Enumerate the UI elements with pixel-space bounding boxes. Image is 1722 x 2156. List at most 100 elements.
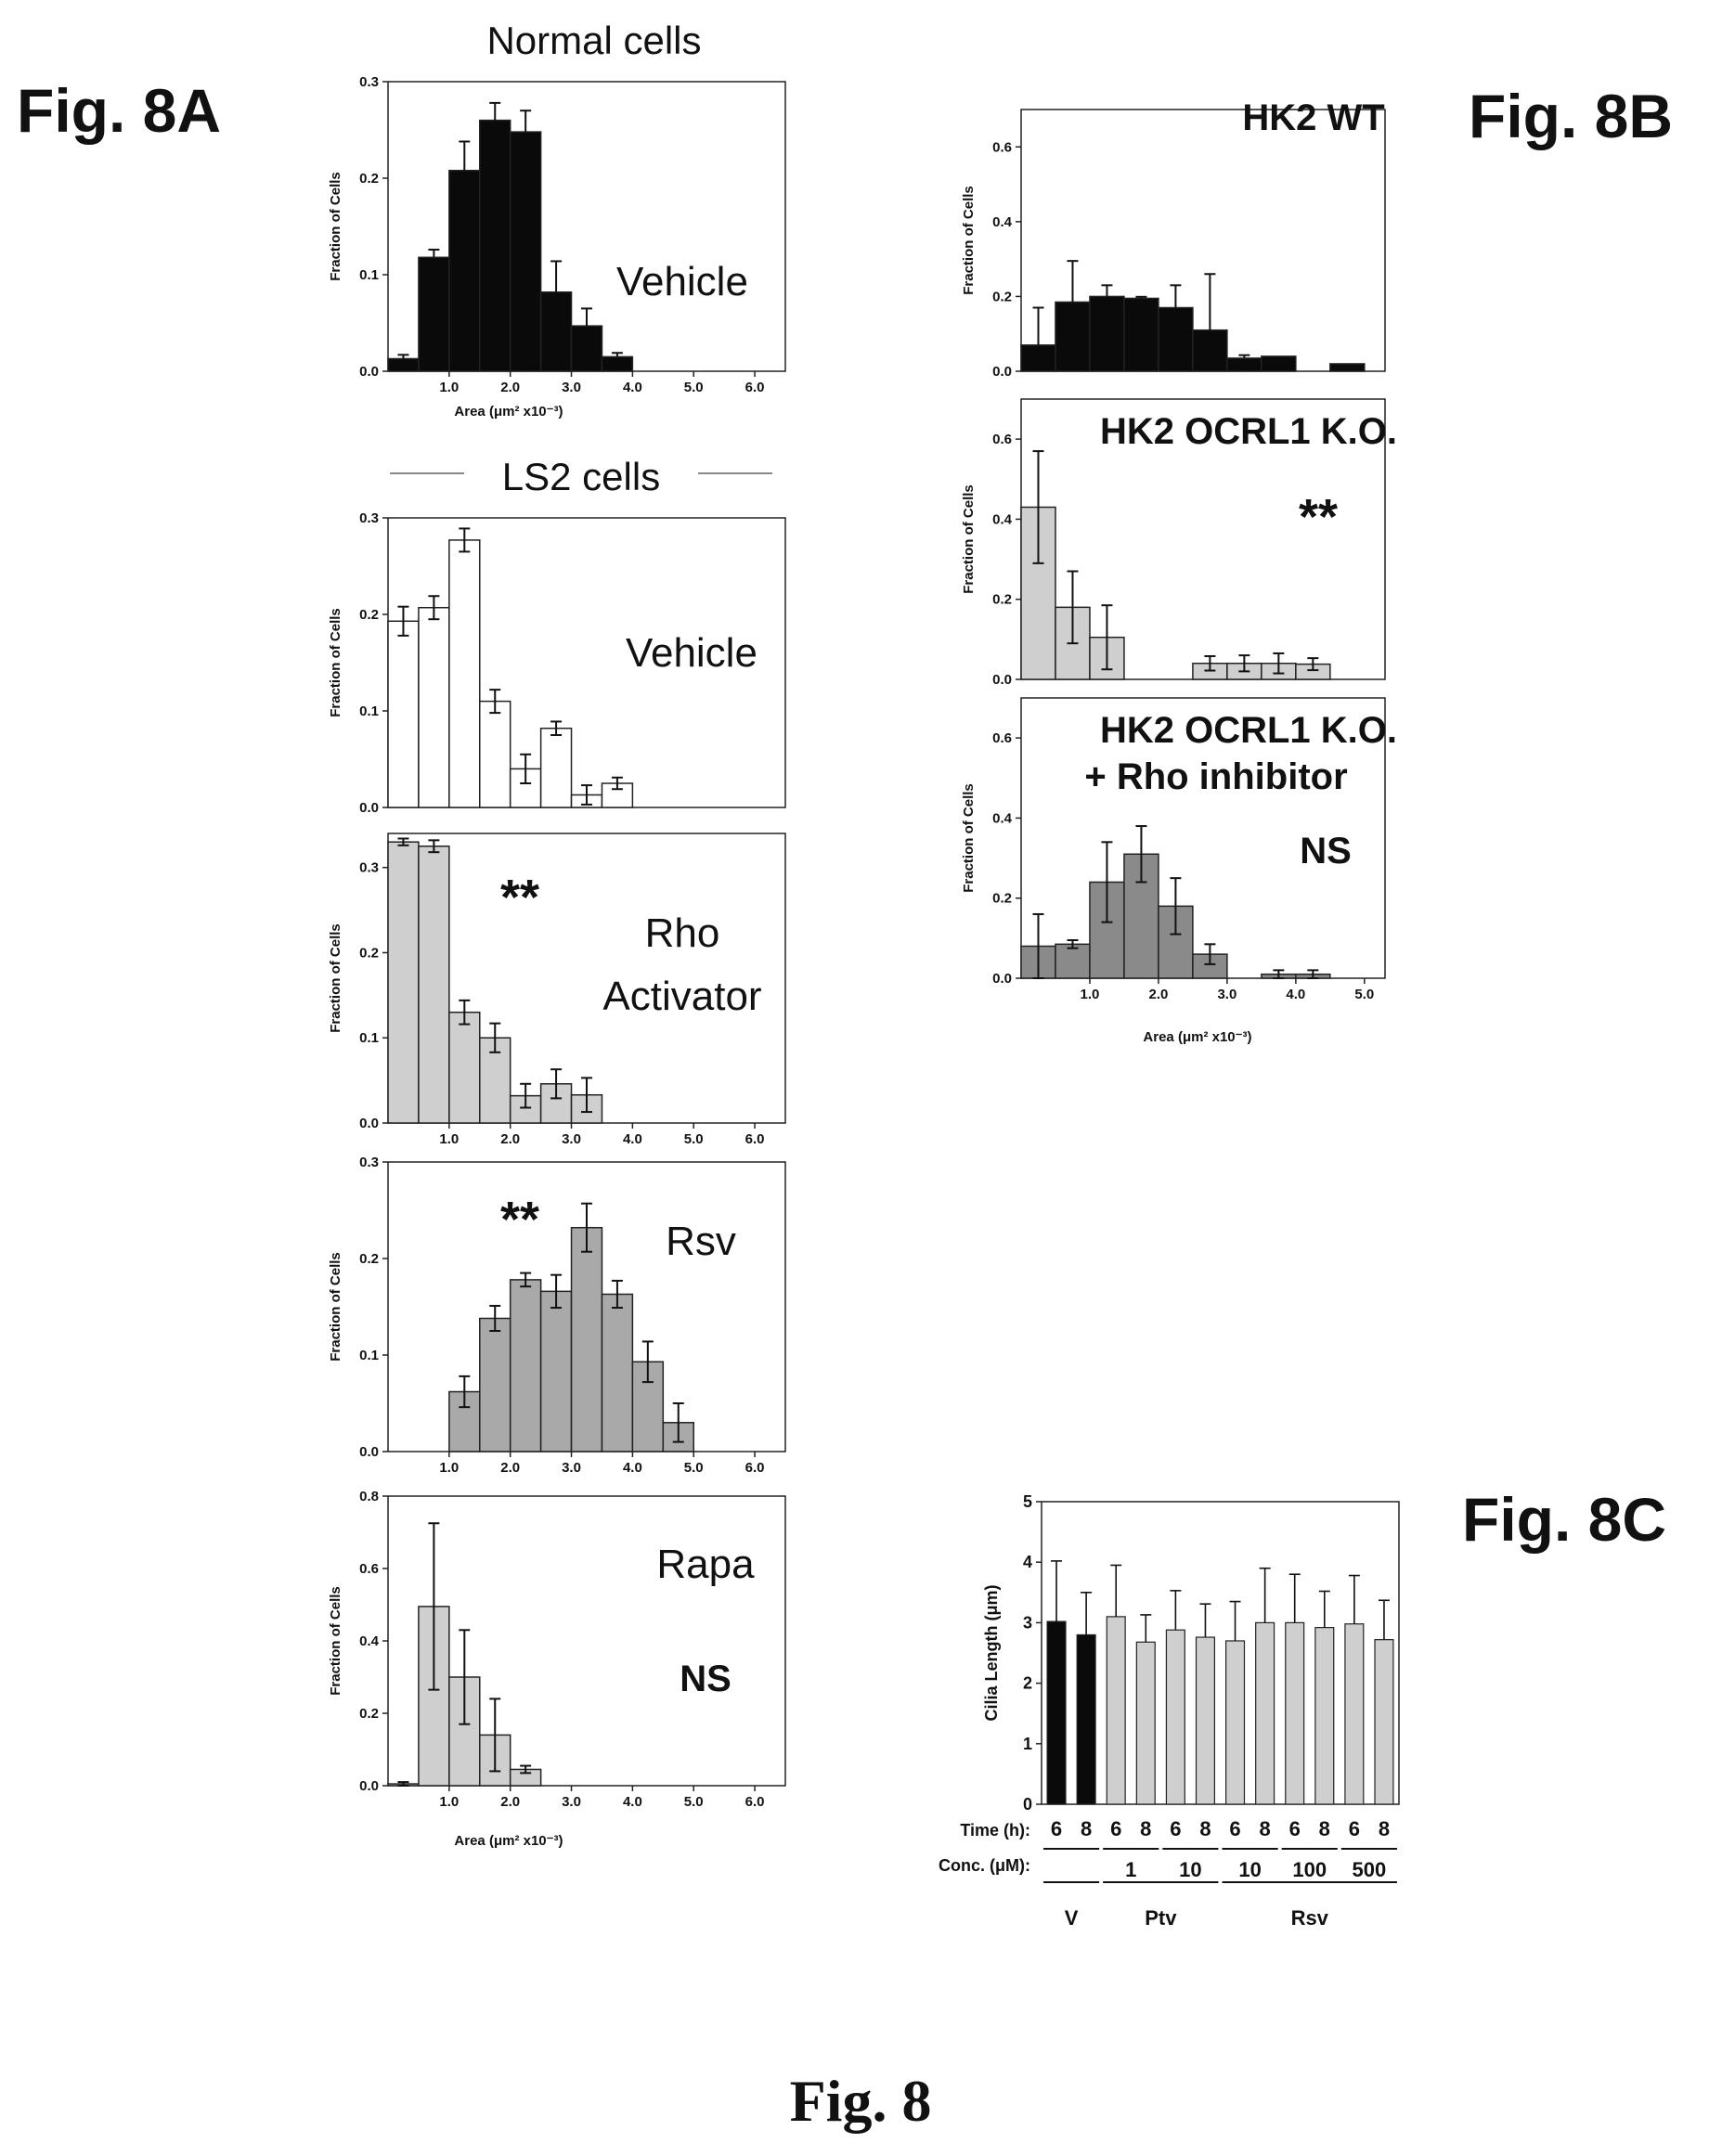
conc-label: 100 bbox=[1292, 1858, 1327, 1881]
bar bbox=[1314, 1627, 1335, 1805]
y-tick-label: 0.2 bbox=[359, 1251, 379, 1267]
time-label: 6 bbox=[1229, 1817, 1240, 1840]
y-tick-label: 3 bbox=[1023, 1613, 1032, 1632]
y-tick-label: 0.6 bbox=[992, 730, 1012, 746]
bar bbox=[1255, 1621, 1275, 1805]
y-tick-label: 0.2 bbox=[359, 171, 379, 187]
chart-a1: 0.0 0.1 0.2 0.3 1.0 2.0 3.0 4.0 5.0 6.0 Fraction o… bbox=[328, 19, 786, 420]
x-tick-label: 6.0 bbox=[745, 380, 765, 395]
x-tick-label: 6.0 bbox=[745, 1460, 765, 1476]
bar bbox=[1020, 344, 1056, 372]
bar bbox=[1055, 301, 1091, 372]
time-label: 6 bbox=[1051, 1817, 1062, 1840]
bar bbox=[1261, 355, 1297, 372]
conc-label: 500 bbox=[1353, 1858, 1387, 1881]
bar bbox=[1285, 1621, 1305, 1805]
bar bbox=[1226, 357, 1262, 372]
x-tick-label: 1.0 bbox=[1081, 987, 1100, 1002]
y-tick-label: 0.4 bbox=[992, 511, 1013, 527]
bar bbox=[1374, 1639, 1394, 1805]
bar bbox=[479, 1317, 511, 1452]
bar bbox=[1055, 943, 1091, 979]
x-tick-label: 1.0 bbox=[439, 380, 459, 395]
bar bbox=[1224, 1640, 1246, 1805]
significance-mark: ** bbox=[500, 1192, 539, 1247]
x-tick-label: 1.0 bbox=[439, 1131, 459, 1147]
figure-label-8c: Fig. 8C bbox=[1462, 1485, 1666, 1554]
x-tick-label: 1.0 bbox=[439, 1794, 459, 1810]
time-label: 8 bbox=[1081, 1817, 1092, 1840]
chart-subtitle: LS2 cells bbox=[502, 455, 660, 498]
y-axis-label: Fraction of Cells bbox=[328, 608, 343, 717]
chart-annotation: Vehicle bbox=[626, 630, 757, 676]
bar bbox=[1165, 1629, 1185, 1805]
y-tick-label: 0.2 bbox=[992, 891, 1012, 907]
group-label: Rsv bbox=[1291, 1906, 1329, 1930]
y-tick-label: 0.4 bbox=[992, 810, 1013, 826]
bar bbox=[1046, 1620, 1067, 1805]
y-tick-label: 0.8 bbox=[359, 1489, 379, 1504]
y-tick-label: 0.6 bbox=[359, 1561, 379, 1577]
time-label: 6 bbox=[1349, 1817, 1360, 1840]
x-tick-label: 3.0 bbox=[562, 1131, 581, 1147]
bar bbox=[387, 841, 420, 1124]
x-tick-label: 5.0 bbox=[684, 1460, 704, 1476]
x-tick-label: 2.0 bbox=[1148, 987, 1168, 1002]
x-tick-label: 4.0 bbox=[623, 1794, 642, 1810]
chart-a2: 0.0 0.1 0.2 0.3 Fraction of Cells LS2 cells Ve… bbox=[328, 455, 786, 816]
x-tick-label: 5.0 bbox=[1354, 987, 1374, 1002]
bar bbox=[1192, 329, 1228, 372]
bar bbox=[1329, 363, 1366, 372]
y-axis-label: Fraction of Cells bbox=[961, 186, 977, 295]
x-tick-label: 5.0 bbox=[684, 1131, 704, 1147]
figure-label-8a: Fig. 8A bbox=[17, 76, 221, 145]
chart-annotation: HK2 WT bbox=[1242, 97, 1384, 138]
y-tick-label: 0.2 bbox=[992, 592, 1012, 608]
x-tick-label: 6.0 bbox=[745, 1131, 765, 1147]
y-tick-label: 0.1 bbox=[359, 1030, 379, 1046]
y-tick-label: 0.2 bbox=[359, 1706, 379, 1722]
y-tick-label: 0.3 bbox=[359, 74, 379, 90]
x-tick-label: 4.0 bbox=[623, 1131, 642, 1147]
y-tick-label: 0.0 bbox=[359, 800, 379, 816]
bar bbox=[1106, 1616, 1126, 1805]
time-label: 8 bbox=[1260, 1817, 1271, 1840]
time-label: 8 bbox=[1140, 1817, 1151, 1840]
y-axis-label: Fraction of Cells bbox=[328, 1252, 343, 1362]
x-tick-label: 4.0 bbox=[1286, 987, 1305, 1002]
bar bbox=[509, 131, 542, 372]
bar bbox=[601, 1293, 634, 1452]
y-tick-label: 0.3 bbox=[359, 1155, 379, 1170]
conc-label: 1 bbox=[1125, 1858, 1136, 1881]
time-label: 8 bbox=[1379, 1817, 1390, 1840]
x-tick-label: 5.0 bbox=[684, 1794, 704, 1810]
bar bbox=[418, 846, 450, 1124]
chart-annotation: Rho bbox=[645, 910, 720, 956]
bar bbox=[448, 539, 481, 808]
x-axis-label: Area (μm² x10⁻³) bbox=[1143, 1029, 1251, 1045]
y-tick-label: 0.0 bbox=[359, 1778, 379, 1794]
y-axis-label: Fraction of Cells bbox=[328, 923, 343, 1033]
y-tick-label: 0.0 bbox=[359, 364, 379, 380]
bar bbox=[1135, 1641, 1156, 1805]
y-axis-label: Fraction of Cells bbox=[328, 172, 343, 281]
bar bbox=[509, 1279, 542, 1452]
chart-annotation: Activator bbox=[602, 974, 761, 1019]
x-tick-label: 1.0 bbox=[439, 1460, 459, 1476]
x-tick-label: 2.0 bbox=[500, 1131, 520, 1147]
y-tick-label: 0.2 bbox=[359, 945, 379, 961]
x-tick-label: 2.0 bbox=[500, 380, 520, 395]
x-axis-label: Area (μm² x10⁻³) bbox=[454, 404, 563, 420]
bar bbox=[448, 169, 481, 372]
y-tick-label: 0.0 bbox=[992, 971, 1012, 987]
y-tick-label: 0.0 bbox=[992, 672, 1012, 688]
y-axis-label: Cilia Length (μm) bbox=[982, 1584, 1001, 1721]
y-tick-label: 0.1 bbox=[359, 1348, 379, 1363]
bar bbox=[1076, 1633, 1096, 1805]
bar bbox=[1195, 1636, 1216, 1805]
x-axis-label: Area (μm² x10⁻³) bbox=[454, 1833, 563, 1849]
y-tick-label: 1 bbox=[1023, 1735, 1032, 1753]
chart-b2: 0.0 0.2 0.4 0.6 Fraction of Cells HK2 OCRL1 K… bbox=[961, 398, 1397, 688]
